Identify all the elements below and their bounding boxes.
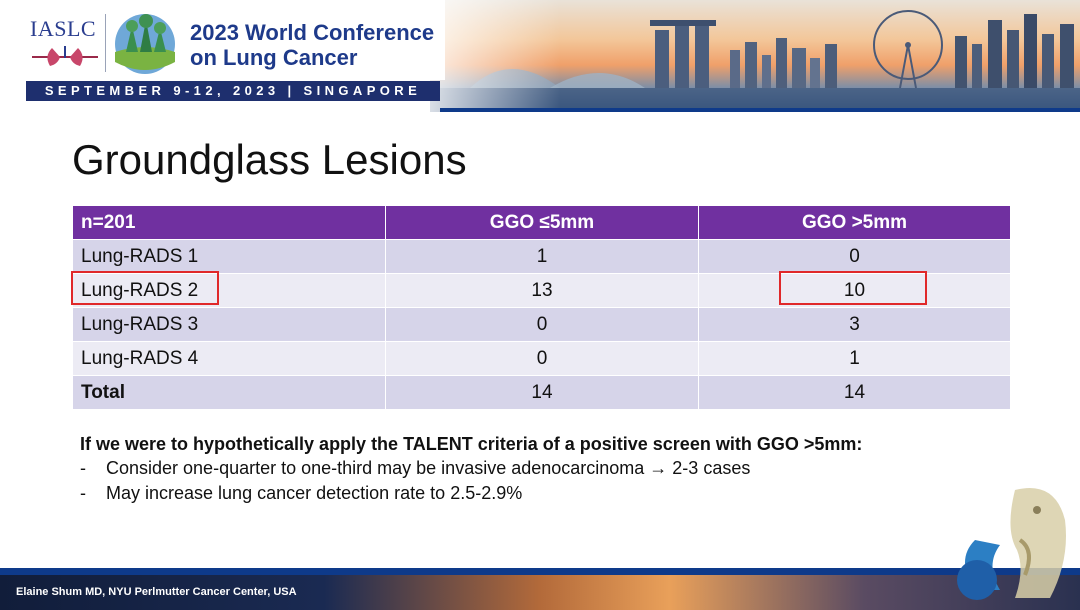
iaslc-lung-emblem-icon xyxy=(32,46,98,66)
table-cell: 0 xyxy=(385,307,699,342)
row-label: Lung-RADS 3 xyxy=(72,307,386,342)
table-header-row: n=201 GGO ≤5mm GGO >5mm xyxy=(72,205,1011,240)
table-cell: 10 xyxy=(698,273,1011,308)
talent-criteria-notes: If we were to hypothetically apply the T… xyxy=(80,432,1000,506)
highlight-box-ggo-over-5mm-value xyxy=(779,271,927,305)
table-total-row: Total 14 14 xyxy=(72,375,1011,410)
ggo-lung-rads-table: n=201 GGO ≤5mm GGO >5mm Lung-RADS 1 1 0 … xyxy=(72,205,1011,410)
logo-divider xyxy=(105,14,106,72)
merlion-icon xyxy=(957,488,1066,600)
table-cell: 14 xyxy=(385,375,699,410)
row-label: Total xyxy=(72,375,386,410)
list-item: - Consider one-quarter to one-third may … xyxy=(80,456,1000,481)
column-header: n=201 xyxy=(72,205,386,240)
row-label: Lung-RADS 1 xyxy=(72,239,386,274)
notes-headline: If we were to hypothetically apply the T… xyxy=(80,434,863,454)
bullet-text: May increase lung cancer detection rate … xyxy=(106,483,523,503)
bullet-dash: - xyxy=(80,458,86,478)
footer-rule xyxy=(0,568,1080,575)
table-cell: 0 xyxy=(698,239,1011,274)
table-cell: 1 xyxy=(698,341,1011,376)
iaslc-logo-text: IASLC xyxy=(30,16,97,41)
supertree-globe-icon xyxy=(115,14,175,74)
table-cell: 14 xyxy=(698,375,1011,410)
table-cell: 3 xyxy=(698,307,1011,342)
conference-title: 2023 World Conference on Lung Cancer xyxy=(190,20,434,70)
row-label: Lung-RADS 2 xyxy=(72,273,386,308)
conference-banner: IASLC 2023 World Conference on Lung Canc… xyxy=(0,0,1080,112)
highlight-box-lung-rads-2 xyxy=(71,271,219,305)
conference-title-line2: on Lung Cancer xyxy=(190,45,358,70)
bullet-dash: - xyxy=(80,483,86,503)
logo-area: IASLC 2023 World Conference on Lung Canc… xyxy=(0,0,445,80)
table-row: Lung-RADS 2 13 10 xyxy=(72,273,1011,308)
footer-credit: Elaine Shum MD, NYU Perlmutter Cancer Ce… xyxy=(16,586,297,598)
column-header: GGO >5mm xyxy=(698,205,1011,240)
table-row: Lung-RADS 4 0 1 xyxy=(72,341,1011,376)
footer-banner xyxy=(0,575,1080,610)
table-cell: 13 xyxy=(385,273,699,308)
column-header: GGO ≤5mm xyxy=(385,205,699,240)
table-cell: 0 xyxy=(385,341,699,376)
conference-dates: SEPTEMBER 9-12, 2023 | SINGAPORE xyxy=(26,81,440,101)
bullet-text: Consider one-quarter to one-third may be… xyxy=(106,458,751,478)
table-row: Lung-RADS 1 1 0 xyxy=(72,239,1011,274)
row-label: Lung-RADS 4 xyxy=(72,341,386,376)
conference-title-line1: 2023 World Conference xyxy=(190,20,435,45)
table-cell: 1 xyxy=(385,239,699,274)
banner-rule xyxy=(440,108,1080,112)
list-item: - May increase lung cancer detection rat… xyxy=(80,481,1000,506)
slide-title: Groundglass Lesions xyxy=(72,136,467,183)
table-row: Lung-RADS 3 0 3 xyxy=(72,307,1011,342)
